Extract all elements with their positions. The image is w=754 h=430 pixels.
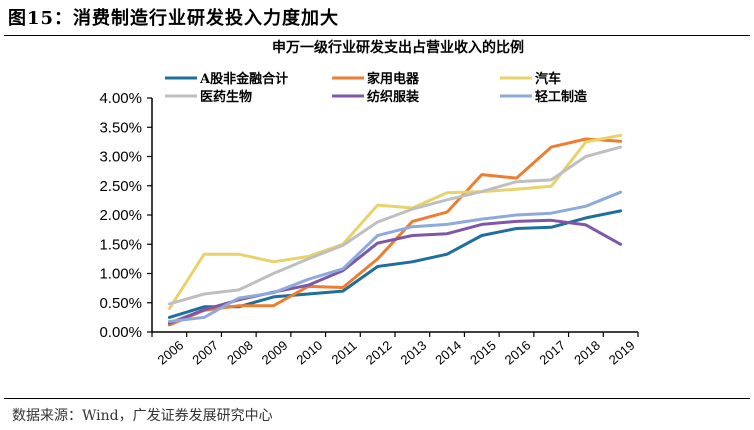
x-tick-label: 2013 (398, 338, 430, 368)
chart-title: 申万一级行业研发支出占营业收入的比例 (272, 39, 524, 56)
x-tick-label: 2012 (363, 338, 395, 368)
legend-item: A股非金融合计 (165, 71, 288, 87)
legend-item: 纺织服装 (332, 89, 419, 105)
y-tick-label: 1.50% (99, 236, 142, 253)
x-tick-label: 2017 (536, 338, 568, 368)
legend-label: 家用电器 (367, 71, 420, 87)
legend-label: A股非金融合计 (199, 71, 288, 87)
series-line-4 (167, 145, 623, 306)
top-rule (4, 35, 750, 36)
figure-title: 图15：消费制造行业研发投入力度加大 (8, 8, 340, 29)
bottom-rule (4, 398, 750, 399)
y-tick-label: 0.50% (99, 295, 142, 312)
y-tick-label: 4.00% (99, 90, 142, 107)
legend-item: 汽车 (500, 71, 561, 87)
x-tick-label: 2015 (467, 338, 499, 368)
x-tick-label: 2009 (259, 338, 291, 368)
y-tick-label: 2.00% (99, 207, 142, 224)
series-line-3 (167, 133, 623, 311)
series-group (167, 133, 623, 327)
x-tick-label: 2011 (329, 338, 360, 367)
x-tick-label: 2008 (224, 338, 256, 368)
legend-item: 轻工制造 (500, 89, 588, 105)
x-tick-label: 2019 (606, 338, 638, 368)
legend-item: 医药生物 (165, 89, 252, 105)
legend-label: 汽车 (535, 71, 561, 87)
source-note: 数据来源：Wind，广发证券发展研究中心 (12, 408, 273, 424)
x-tick-label: 2018 (571, 338, 603, 368)
y-tick-label: 0.00% (99, 324, 142, 341)
legend-label: 纺织服装 (367, 89, 419, 105)
legend-item: 家用电器 (332, 71, 420, 87)
y-tick-label: 1.00% (99, 266, 142, 283)
x-tick-label: 2006 (155, 338, 187, 368)
x-tick-label: 2010 (293, 338, 325, 368)
legend-label: 轻工制造 (535, 89, 588, 105)
x-tick-label: 2016 (502, 338, 534, 368)
x-tick-label: 2014 (432, 338, 464, 368)
y-tick-label: 3.00% (99, 149, 142, 166)
series-line-6 (167, 190, 623, 323)
y-tick-label: 3.50% (99, 119, 142, 136)
y-tick-label: 2.50% (99, 178, 142, 195)
x-tick-label: 2007 (189, 338, 221, 368)
legend-label: 医药生物 (200, 89, 252, 105)
